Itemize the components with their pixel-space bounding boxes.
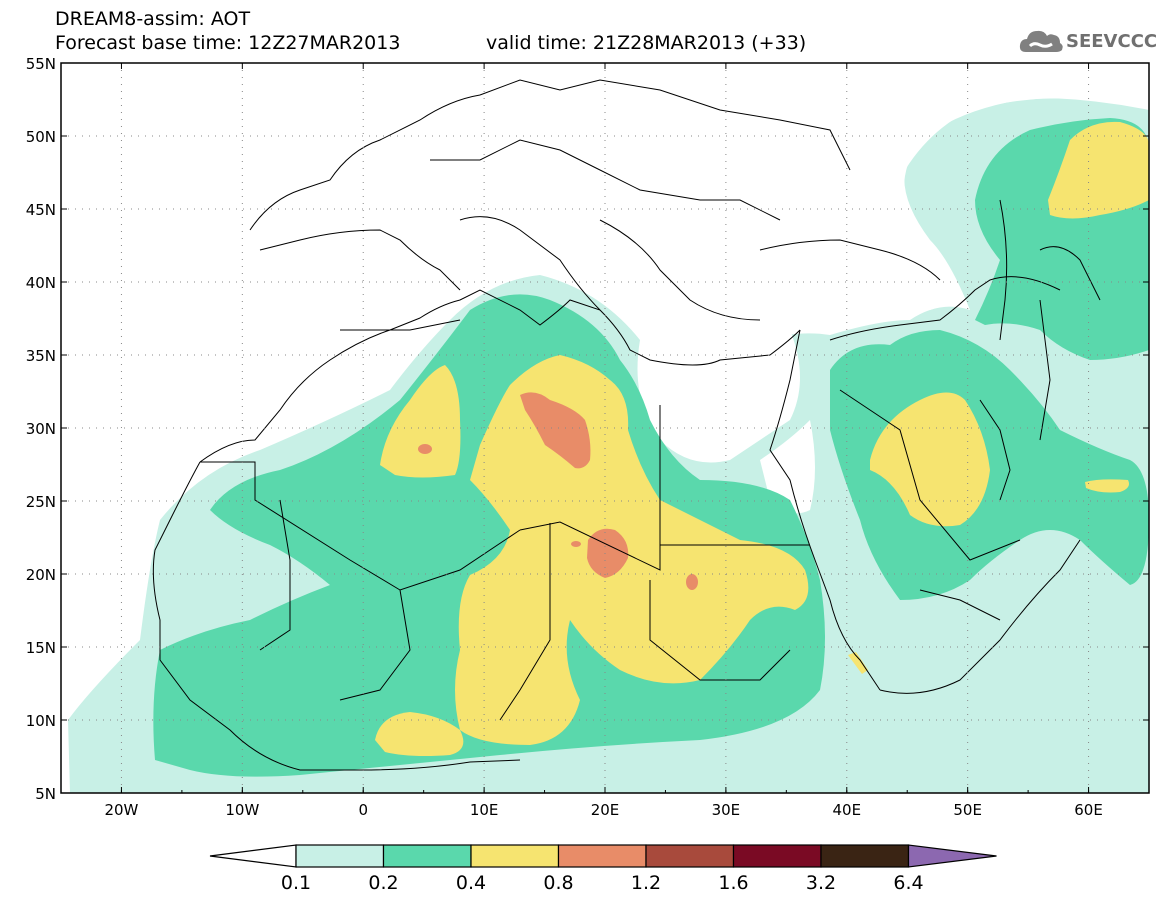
- aot-contour-0.8-spot1: [418, 444, 432, 454]
- colorbar-label: 3.2: [806, 872, 836, 894]
- lon-tick-label: 40E: [832, 801, 861, 819]
- aot-contour-0.4-sw: [375, 712, 464, 756]
- lat-tick-label: 35N: [26, 347, 56, 365]
- colorbar-label: 6.4: [893, 872, 923, 894]
- lat-tick-label: 20N: [26, 566, 56, 584]
- colorbar-label: 0.8: [543, 872, 573, 894]
- axis-ticks: 55N 50N 45N 40N 35N 30N 25N 20N 15N 10N 5N 20W 10W 0 1…: [26, 55, 1150, 819]
- forecast-base-time: Forecast base time: 12Z27MAR2013: [55, 32, 401, 54]
- aot-contour-0.8-spot2: [686, 574, 698, 590]
- lat-tick-label: 40N: [26, 274, 56, 292]
- colorbar-over-arrow: [907, 844, 997, 868]
- aot-clear-arabia-w: [760, 420, 815, 514]
- lat-tick-label: 15N: [26, 639, 56, 657]
- aot-clear-east-med: [637, 330, 800, 463]
- colorbar-segment: [820, 844, 910, 868]
- colorbar-segment: [732, 844, 822, 868]
- coastlines: [152, 79, 1101, 771]
- colorbar-label: 0.4: [456, 872, 486, 894]
- colorbar-segment: [295, 844, 385, 868]
- lon-tick-label: 30E: [712, 801, 741, 819]
- colorbar-label: 1.6: [718, 872, 748, 894]
- cloud-icon: [1019, 30, 1063, 52]
- lat-tick-label: 10N: [26, 712, 56, 730]
- aot-contour-0.4-iraq: [870, 392, 990, 527]
- lon-tick-label: 50E: [953, 801, 982, 819]
- aot-contour-0.8-chad: [587, 528, 629, 578]
- lat-tick-label: 25N: [26, 493, 56, 511]
- aot-contour-0.4-redsea: [848, 652, 868, 674]
- colorbar: 0.1 0.2 0.4 0.8 1.2 1.6 3.2 6.4: [209, 844, 997, 894]
- aot-contour-0.4-gulf: [1085, 479, 1129, 493]
- aot-contour-0.4-w: [380, 365, 461, 478]
- lat-tick-label: 5N: [35, 785, 56, 803]
- grid-lines: [61, 63, 1149, 793]
- logo-text: SEEVCCC: [1066, 31, 1158, 52]
- aot-contour-0.8-libya: [520, 392, 591, 469]
- lat-tick-label: 30N: [26, 420, 56, 438]
- lon-tick-label: 20E: [591, 801, 620, 819]
- aot-field: [61, 63, 1149, 793]
- title-variable: DREAM8-assim: AOT: [55, 8, 251, 30]
- aot-contour-0.8-spot3: [571, 541, 581, 547]
- lat-tick-label: 50N: [26, 128, 56, 146]
- lat-tick-label: 45N: [26, 201, 56, 219]
- lon-tick-label: 10E: [470, 801, 499, 819]
- colorbar-under-arrow: [209, 844, 297, 868]
- aot-clear-north: [61, 63, 1149, 520]
- lat-tick-label: 55N: [26, 55, 56, 73]
- aot-contour-0.2-arabia: [830, 330, 1149, 600]
- lon-tick-label: 20W: [104, 801, 138, 819]
- colorbar-segment: [382, 844, 472, 868]
- aot-contour-0.4-kz: [1048, 121, 1149, 219]
- valid-time: valid time: 21Z28MAR2013 (+33): [486, 32, 807, 54]
- colorbar-label: 0.1: [281, 872, 311, 894]
- colorbar-segment: [557, 844, 647, 868]
- colorbar-segment: [645, 844, 735, 868]
- colorbar-segment: [470, 844, 560, 868]
- lon-tick-label: 0: [358, 801, 368, 819]
- lon-tick-label: 60E: [1074, 801, 1103, 819]
- colorbar-label: 1.2: [631, 872, 661, 894]
- colorbar-label: 0.2: [368, 872, 398, 894]
- seevccc-logo: SEEVCCC: [1018, 24, 1158, 58]
- lon-tick-label: 10W: [225, 801, 259, 819]
